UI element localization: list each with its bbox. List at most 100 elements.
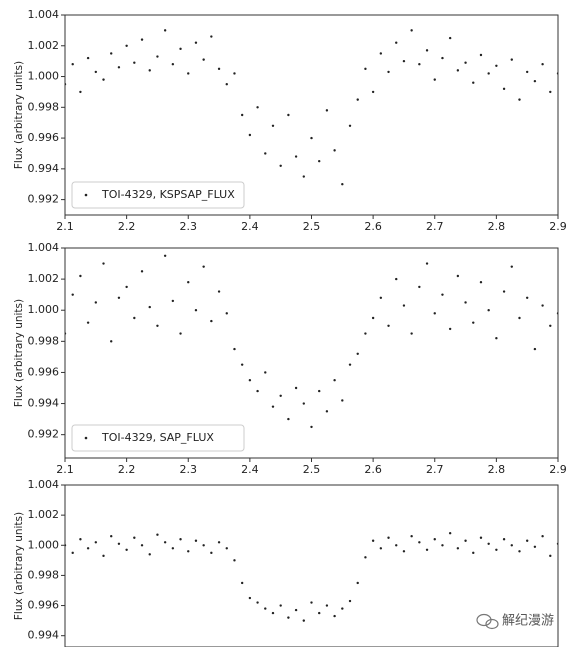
data-point <box>279 394 282 397</box>
data-point <box>433 538 436 541</box>
data-point <box>271 405 275 408</box>
data-point <box>271 611 275 615</box>
data-point <box>279 604 282 607</box>
data-point <box>472 81 475 84</box>
data-point <box>333 614 336 618</box>
y-tick-label: 1.002 <box>28 508 60 521</box>
y-tick-label: 0.996 <box>28 131 60 144</box>
y-tick-label: 0.994 <box>28 629 60 642</box>
data-point <box>479 281 483 284</box>
data-point <box>279 164 282 167</box>
data-point <box>433 312 436 315</box>
data-point <box>325 604 329 607</box>
data-point <box>402 304 406 307</box>
data-point <box>341 183 344 186</box>
data-point <box>171 299 175 303</box>
data-point <box>379 547 383 550</box>
data-point <box>163 29 167 32</box>
data-point <box>179 47 182 51</box>
data-point <box>348 599 352 603</box>
data-point <box>341 607 344 610</box>
data-point <box>148 69 151 72</box>
data-point <box>102 262 105 265</box>
data-point <box>102 78 105 81</box>
data-point <box>395 544 398 547</box>
x-tick-label: 2.2 <box>118 463 136 476</box>
data-point <box>148 305 151 309</box>
data-point <box>287 417 290 421</box>
data-point <box>425 49 429 52</box>
data-point <box>271 124 275 127</box>
data-point <box>318 611 321 615</box>
data-point <box>371 539 375 542</box>
data-point <box>240 113 244 117</box>
data-point <box>541 304 544 307</box>
points <box>65 254 558 429</box>
x-tick-label: 2.9 <box>549 220 567 233</box>
data-point <box>264 152 267 155</box>
y-axis-label: Flux (arbitrary units) <box>13 61 25 169</box>
legend-marker <box>84 193 88 197</box>
data-point <box>464 61 467 64</box>
x-tick-label: 2.7 <box>426 463 444 476</box>
x-tick-label: 2.4 <box>241 463 259 476</box>
x-tick-label: 2.5 <box>303 463 321 476</box>
data-point <box>464 301 467 304</box>
data-point <box>371 316 375 320</box>
data-point <box>179 332 182 335</box>
data-point <box>302 175 305 178</box>
data-point <box>364 556 367 559</box>
data-point <box>133 61 136 64</box>
data-point <box>140 38 144 41</box>
data-point <box>233 72 236 75</box>
data-point <box>456 69 460 72</box>
data-point <box>240 581 244 585</box>
data-point <box>110 52 113 55</box>
data-point <box>356 352 359 355</box>
data-point <box>133 536 136 539</box>
legend-marker <box>84 436 88 440</box>
x-tick-label: 2.9 <box>549 463 567 476</box>
data-point <box>441 293 444 296</box>
data-point <box>256 601 259 604</box>
legend-label: TOI-4329, KSPSAP_FLUX <box>101 188 235 201</box>
points <box>65 532 558 622</box>
data-point <box>94 541 98 544</box>
data-point <box>495 337 498 340</box>
data-point <box>518 98 521 101</box>
data-point <box>410 29 413 32</box>
data-point <box>287 616 290 619</box>
data-point <box>495 548 498 551</box>
y-tick-label: 0.996 <box>28 599 60 612</box>
data-point <box>325 109 329 112</box>
data-point <box>525 539 529 542</box>
panel: 0.992 0.994 0.996 0.998 1.000 1.002 1.004 2.1 2.… <box>13 241 567 476</box>
watermark: 解纪漫游 <box>502 614 554 629</box>
data-point <box>418 285 421 289</box>
x-tick-label: 2.7 <box>426 220 444 233</box>
data-point <box>525 70 529 74</box>
data-point <box>425 548 429 551</box>
data-point <box>348 363 352 366</box>
data-point <box>418 63 421 66</box>
data-point <box>325 410 329 413</box>
data-point <box>472 551 475 555</box>
data-point <box>256 389 259 393</box>
data-point <box>502 538 506 541</box>
data-point <box>163 541 167 544</box>
data-point <box>549 324 552 327</box>
x-tick-label: 2.8 <box>488 220 506 233</box>
data-point <box>71 63 74 66</box>
data-point <box>86 321 90 324</box>
data-point <box>518 550 521 553</box>
legend-box <box>71 181 245 209</box>
data-point <box>433 78 436 81</box>
data-point <box>341 399 344 402</box>
data-point <box>171 547 175 550</box>
data-point <box>117 66 121 69</box>
y-tick-label: 0.994 <box>28 162 60 175</box>
x-tick-label: 2.2 <box>118 220 136 233</box>
y-tick-label: 0.998 <box>28 334 60 347</box>
data-point <box>71 551 74 555</box>
